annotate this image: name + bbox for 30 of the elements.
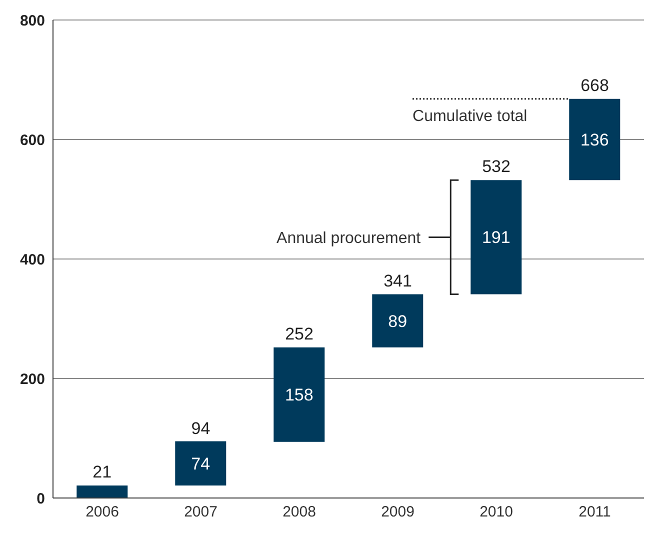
x-tick-label: 2009: [381, 504, 414, 521]
data-label: 21: [92, 462, 112, 482]
bar: [372, 294, 424, 348]
data-label: 158: [284, 386, 314, 405]
bar: [274, 347, 325, 442]
x-tick-label: 2011: [578, 504, 611, 521]
y-tick-label: 200: [20, 370, 45, 388]
bar: [175, 441, 226, 486]
y-tick-label: 0: [36, 490, 45, 508]
ref-line-label: Cumulative total: [412, 108, 528, 125]
annotation: 532: [482, 157, 510, 176]
x-tick-label: 2008: [282, 504, 316, 521]
y-tick-label: 600: [20, 132, 45, 149]
data-label: 74: [191, 454, 210, 474]
annotation: 252: [285, 324, 314, 344]
annotation: Annual procurement: [276, 230, 422, 248]
y-tick-label: 800: [20, 12, 45, 30]
bar: [470, 180, 522, 294]
x-tick-label: 2010: [480, 504, 513, 521]
y-tick-label: 400: [20, 251, 45, 268]
x-tick-label: 2006: [86, 504, 119, 521]
data-label: 191: [482, 228, 510, 248]
data-label: 89: [388, 312, 408, 331]
annotation: 668: [580, 76, 609, 95]
annotation: 341: [384, 271, 412, 290]
bar: [569, 98, 620, 180]
data-label: 136: [580, 130, 609, 150]
bar: [76, 485, 128, 498]
x-tick-label: 2007: [184, 504, 218, 521]
annotation: 94: [191, 418, 210, 438]
